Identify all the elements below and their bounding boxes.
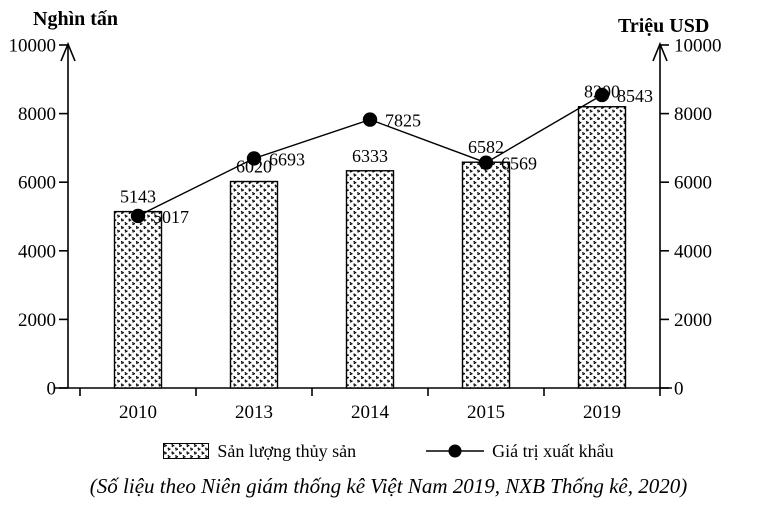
- year-label-2013: 2013: [235, 402, 273, 423]
- year-label-2019: 2019: [583, 402, 621, 423]
- line-marker-2019: [594, 87, 610, 103]
- right-axis-title: Triệu USD: [618, 15, 710, 37]
- year-label-2010: 2010: [119, 402, 157, 423]
- legend-item-line: Giá trị xuất khẩu: [426, 440, 614, 462]
- category-labels: 2010 2013 2014 2015 2019: [119, 402, 621, 423]
- axis-tick-labels: 0 2000 4000 6000 8000 10000 0 2000 4000 6000 8000 1…: [9, 36, 722, 400]
- left-axis-tick-label: 2000: [18, 310, 56, 331]
- line-marker-2013: [246, 151, 262, 166]
- line-value-label: 5017: [153, 207, 189, 227]
- line-value-label: 8543: [617, 86, 653, 106]
- legend-line-label: Giá trị xuất khẩu: [492, 440, 614, 461]
- data-labels: 5143 6020 6333 6582 8200 5017 6693 7825 6569 8543: [120, 82, 653, 227]
- bar-2014: [345, 170, 395, 389]
- legend-bars-label: Sản lượng thủy sản: [217, 440, 357, 461]
- bar-2013: [229, 180, 279, 389]
- left-axis-tick-label: 10000: [9, 36, 57, 57]
- bar-2015: [461, 161, 511, 389]
- line-series-swatch-icon: [426, 444, 485, 458]
- left-axis-tick-label: 4000: [18, 241, 56, 262]
- legend-item-bars: Sản lượng thủy sản: [163, 441, 356, 462]
- combo-chart-canvas: 0 2000 4000 6000 8000 10000 0 2000 4000 6000 8000 1…: [9, 36, 722, 424]
- bar-value-label: 6582: [468, 137, 504, 157]
- right-axis-tick-label: 8000: [674, 104, 712, 125]
- left-axis-tick-label: 0: [47, 379, 57, 400]
- line-marker-2015: [478, 155, 494, 170]
- left-axis-tick-label: 6000: [18, 173, 56, 194]
- bar-value-label: 6020: [236, 157, 272, 177]
- right-axis-tick-label: 0: [674, 379, 684, 400]
- right-axis-tick-label: 10000: [674, 36, 722, 57]
- line-marker-2014: [362, 112, 378, 127]
- bar-series: [113, 106, 627, 389]
- right-axis-tick-label: 2000: [674, 310, 712, 331]
- year-label-2014: 2014: [351, 402, 390, 423]
- bar-2019: [577, 106, 627, 389]
- year-label-2015: 2015: [467, 402, 505, 423]
- bar-value-label: 5143: [120, 187, 156, 207]
- left-axis-title: Nghìn tấn: [33, 8, 119, 30]
- bar-2010: [113, 210, 163, 389]
- source-caption: (Số liệu theo Niên giám thống kê Việt Na…: [89, 474, 688, 498]
- line-value-label: 6693: [269, 149, 305, 169]
- bar-value-label: 6333: [352, 146, 388, 166]
- bar-series-swatch-icon: [163, 443, 210, 459]
- line-value-label: 7825: [385, 111, 421, 131]
- line-series: [130, 87, 610, 224]
- right-axis-tick-label: 6000: [674, 173, 712, 194]
- chart-legend: Sản lượng thủy sản Giá trị xuất khẩu: [0, 437, 777, 465]
- bar-value-label: 8200: [584, 82, 620, 102]
- line-value-label: 6569: [501, 154, 537, 174]
- line-marker-2010: [130, 208, 146, 224]
- right-axis-tick-label: 4000: [674, 241, 712, 262]
- left-axis-tick-label: 8000: [18, 104, 56, 125]
